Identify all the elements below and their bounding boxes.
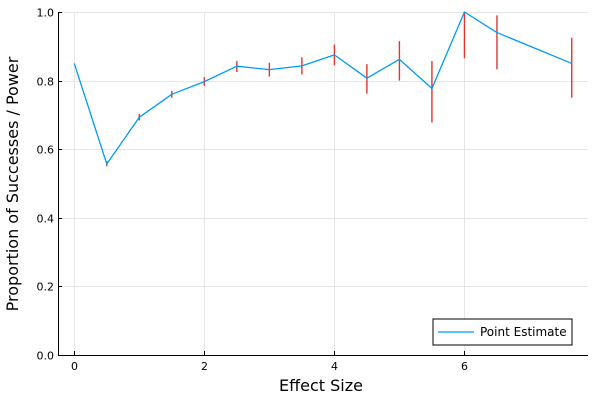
line-layer (73, 11, 572, 165)
x-tick-label: 0 (71, 360, 78, 373)
y-tick-label: 0.8 (37, 76, 55, 89)
y-tick-label: 0.0 (37, 350, 55, 363)
x-tick-label: 6 (461, 360, 468, 373)
axes-layer (58, 12, 588, 356)
y-tick-label: 0.2 (37, 281, 55, 294)
legend-label-point-estimate: Point Estimate (480, 325, 567, 339)
series-line-point-estimate (73, 11, 572, 165)
grid-layer (58, 12, 588, 356)
y-tick-label: 0.4 (37, 213, 55, 226)
x-tick-label: 2 (201, 360, 208, 373)
x-tick-label: 4 (331, 360, 338, 373)
y-tick-label: 0.6 (37, 144, 55, 157)
errorbar-layer (106, 12, 573, 167)
x-axis-label: Effect Size (279, 376, 363, 395)
legend: Point Estimate (432, 318, 573, 346)
y-tick-label: 1.0 (37, 7, 55, 20)
y-axis-label: Proportion of Successes / Power (3, 56, 22, 311)
ticks-layer: 0 2 4 6 0.0 0.2 0.4 0.6 0.8 1.0 (37, 7, 469, 374)
